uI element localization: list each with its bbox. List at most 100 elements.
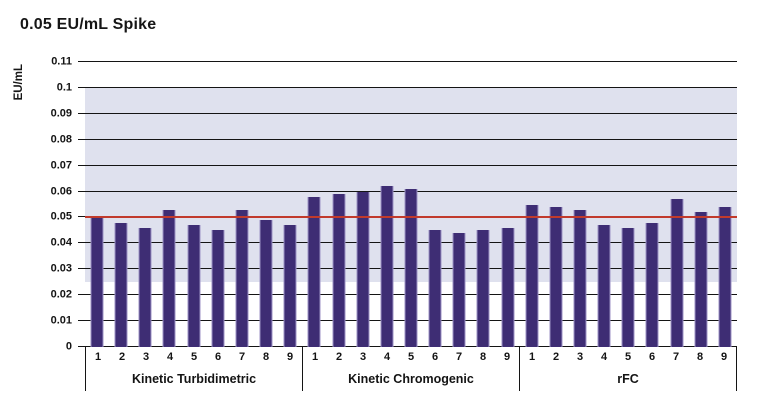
y-tick-mark: [78, 86, 85, 88]
group-label: Kinetic Turbidimetric: [131, 372, 257, 386]
x-tick-label: 3: [576, 351, 584, 363]
bar: [283, 225, 297, 347]
axis-group: 1 2 3 4 5 6 7 8 9 Kinetic Turbidimetric: [85, 347, 302, 391]
bar-slot: [471, 62, 495, 347]
bar: [428, 230, 442, 347]
bar: [573, 209, 587, 347]
bar: [90, 217, 104, 347]
bar-slot: [326, 62, 350, 347]
x-tick-label: 9: [503, 351, 511, 363]
bar-slot: [206, 62, 230, 347]
x-tick-label: 9: [720, 351, 728, 363]
bar: [211, 230, 225, 347]
gridline: [85, 138, 737, 140]
group-label: rFC: [617, 372, 639, 386]
y-tick-mark: [78, 242, 85, 244]
x-tick-label: 8: [479, 351, 487, 363]
bar-group: [85, 62, 302, 347]
gridline: [85, 86, 737, 88]
bar: [380, 186, 394, 347]
bar-slot: [713, 62, 737, 347]
bar-slot: [640, 62, 664, 347]
y-tick-mark: [78, 138, 85, 140]
bar-slot: [230, 62, 254, 347]
bar: [645, 222, 659, 347]
y-tick-mark: [78, 294, 85, 296]
y-tick-mark: [78, 61, 85, 62]
y-axis: 0 0.01 0.02 0.03 0.04 0.05 0.06 0.07 0.08 0.09 0.1…: [0, 56, 72, 352]
x-tick-label: 5: [407, 351, 415, 363]
bar-group: [302, 62, 519, 347]
y-tick-label: 0.08: [50, 133, 72, 146]
axis-group: 1 2 3 4 5 6 7 8 9 Kinetic Chromogenic: [302, 347, 519, 391]
bar: [404, 188, 418, 347]
x-tick-label: 1: [311, 351, 319, 363]
x-tick-row: 1 2 3 4 5 6 7 8 9: [86, 347, 302, 367]
bar-slot: [375, 62, 399, 347]
bar: [259, 220, 273, 347]
bar: [307, 196, 321, 347]
bar-slot: [133, 62, 157, 347]
bar: [476, 230, 490, 347]
y-tick-label: 0: [65, 340, 72, 353]
x-tick-label: 5: [624, 351, 632, 363]
y-tick-label: 0.1: [56, 81, 72, 94]
bar-slot: [278, 62, 302, 347]
bar: [525, 204, 539, 347]
bar: [549, 207, 563, 347]
bar-slot: [423, 62, 447, 347]
bar-group: [520, 62, 737, 347]
bar-slot: [592, 62, 616, 347]
bar-slot: [302, 62, 326, 347]
bar: [187, 225, 201, 347]
bar: [621, 227, 635, 347]
y-tick-label: 0.06: [50, 185, 72, 198]
chart-title: 0.05 EU/mL Spike: [20, 16, 157, 33]
x-tick-label: 4: [166, 351, 174, 363]
bar-slot: [85, 62, 109, 347]
y-tick-mark: [78, 112, 85, 114]
bar-slot: [689, 62, 713, 347]
gridline: [85, 61, 737, 62]
x-tick-label: 1: [528, 351, 536, 363]
plot-area: [78, 61, 737, 347]
axis-group: 1 2 3 4 5 6 7 8 9 rFC: [519, 347, 737, 391]
y-tick-label: 0.01: [50, 314, 72, 327]
x-tick-label: 9: [286, 351, 294, 363]
bar-slot: [399, 62, 423, 347]
bar: [235, 209, 249, 347]
x-tick-label: 3: [359, 351, 367, 363]
x-tick-label: 4: [383, 351, 391, 363]
x-tick-label: 8: [262, 351, 270, 363]
spike-reference-line: [85, 216, 737, 219]
bar-slot: [447, 62, 471, 347]
x-tick-label: 2: [552, 351, 560, 363]
x-axis: 1 2 3 4 5 6 7 8 9 Kinetic Turbidimetric 1 2 3 4 5 6 7 8 9 K…: [85, 347, 737, 391]
y-tick-mark: [78, 346, 85, 347]
bar-slot: [182, 62, 206, 347]
y-tick-label: 0.02: [50, 288, 72, 301]
group-label: Kinetic Chromogenic: [348, 372, 474, 386]
x-tick-row: 1 2 3 4 5 6 7 8 9: [303, 347, 519, 367]
bar: [114, 222, 128, 347]
x-tick-label: 7: [455, 351, 463, 363]
bar-slot: [544, 62, 568, 347]
bar: [670, 199, 684, 347]
bar: [138, 227, 152, 347]
y-tick-mark: [78, 216, 85, 218]
y-tick-label: 0.03: [50, 262, 72, 275]
x-tick-label: 1: [94, 351, 102, 363]
x-tick-label: 2: [335, 351, 343, 363]
bar-slot: [568, 62, 592, 347]
bar-slot: [665, 62, 689, 347]
y-tick-mark: [78, 268, 85, 270]
x-tick-label: 8: [696, 351, 704, 363]
bar: [597, 225, 611, 347]
x-tick-label: 3: [142, 351, 150, 363]
bar: [452, 233, 466, 347]
bar-slot: [495, 62, 519, 347]
x-tick-label: 7: [672, 351, 680, 363]
bar: [718, 207, 732, 347]
x-tick-row: 1 2 3 4 5 6 7 8 9: [520, 347, 736, 367]
